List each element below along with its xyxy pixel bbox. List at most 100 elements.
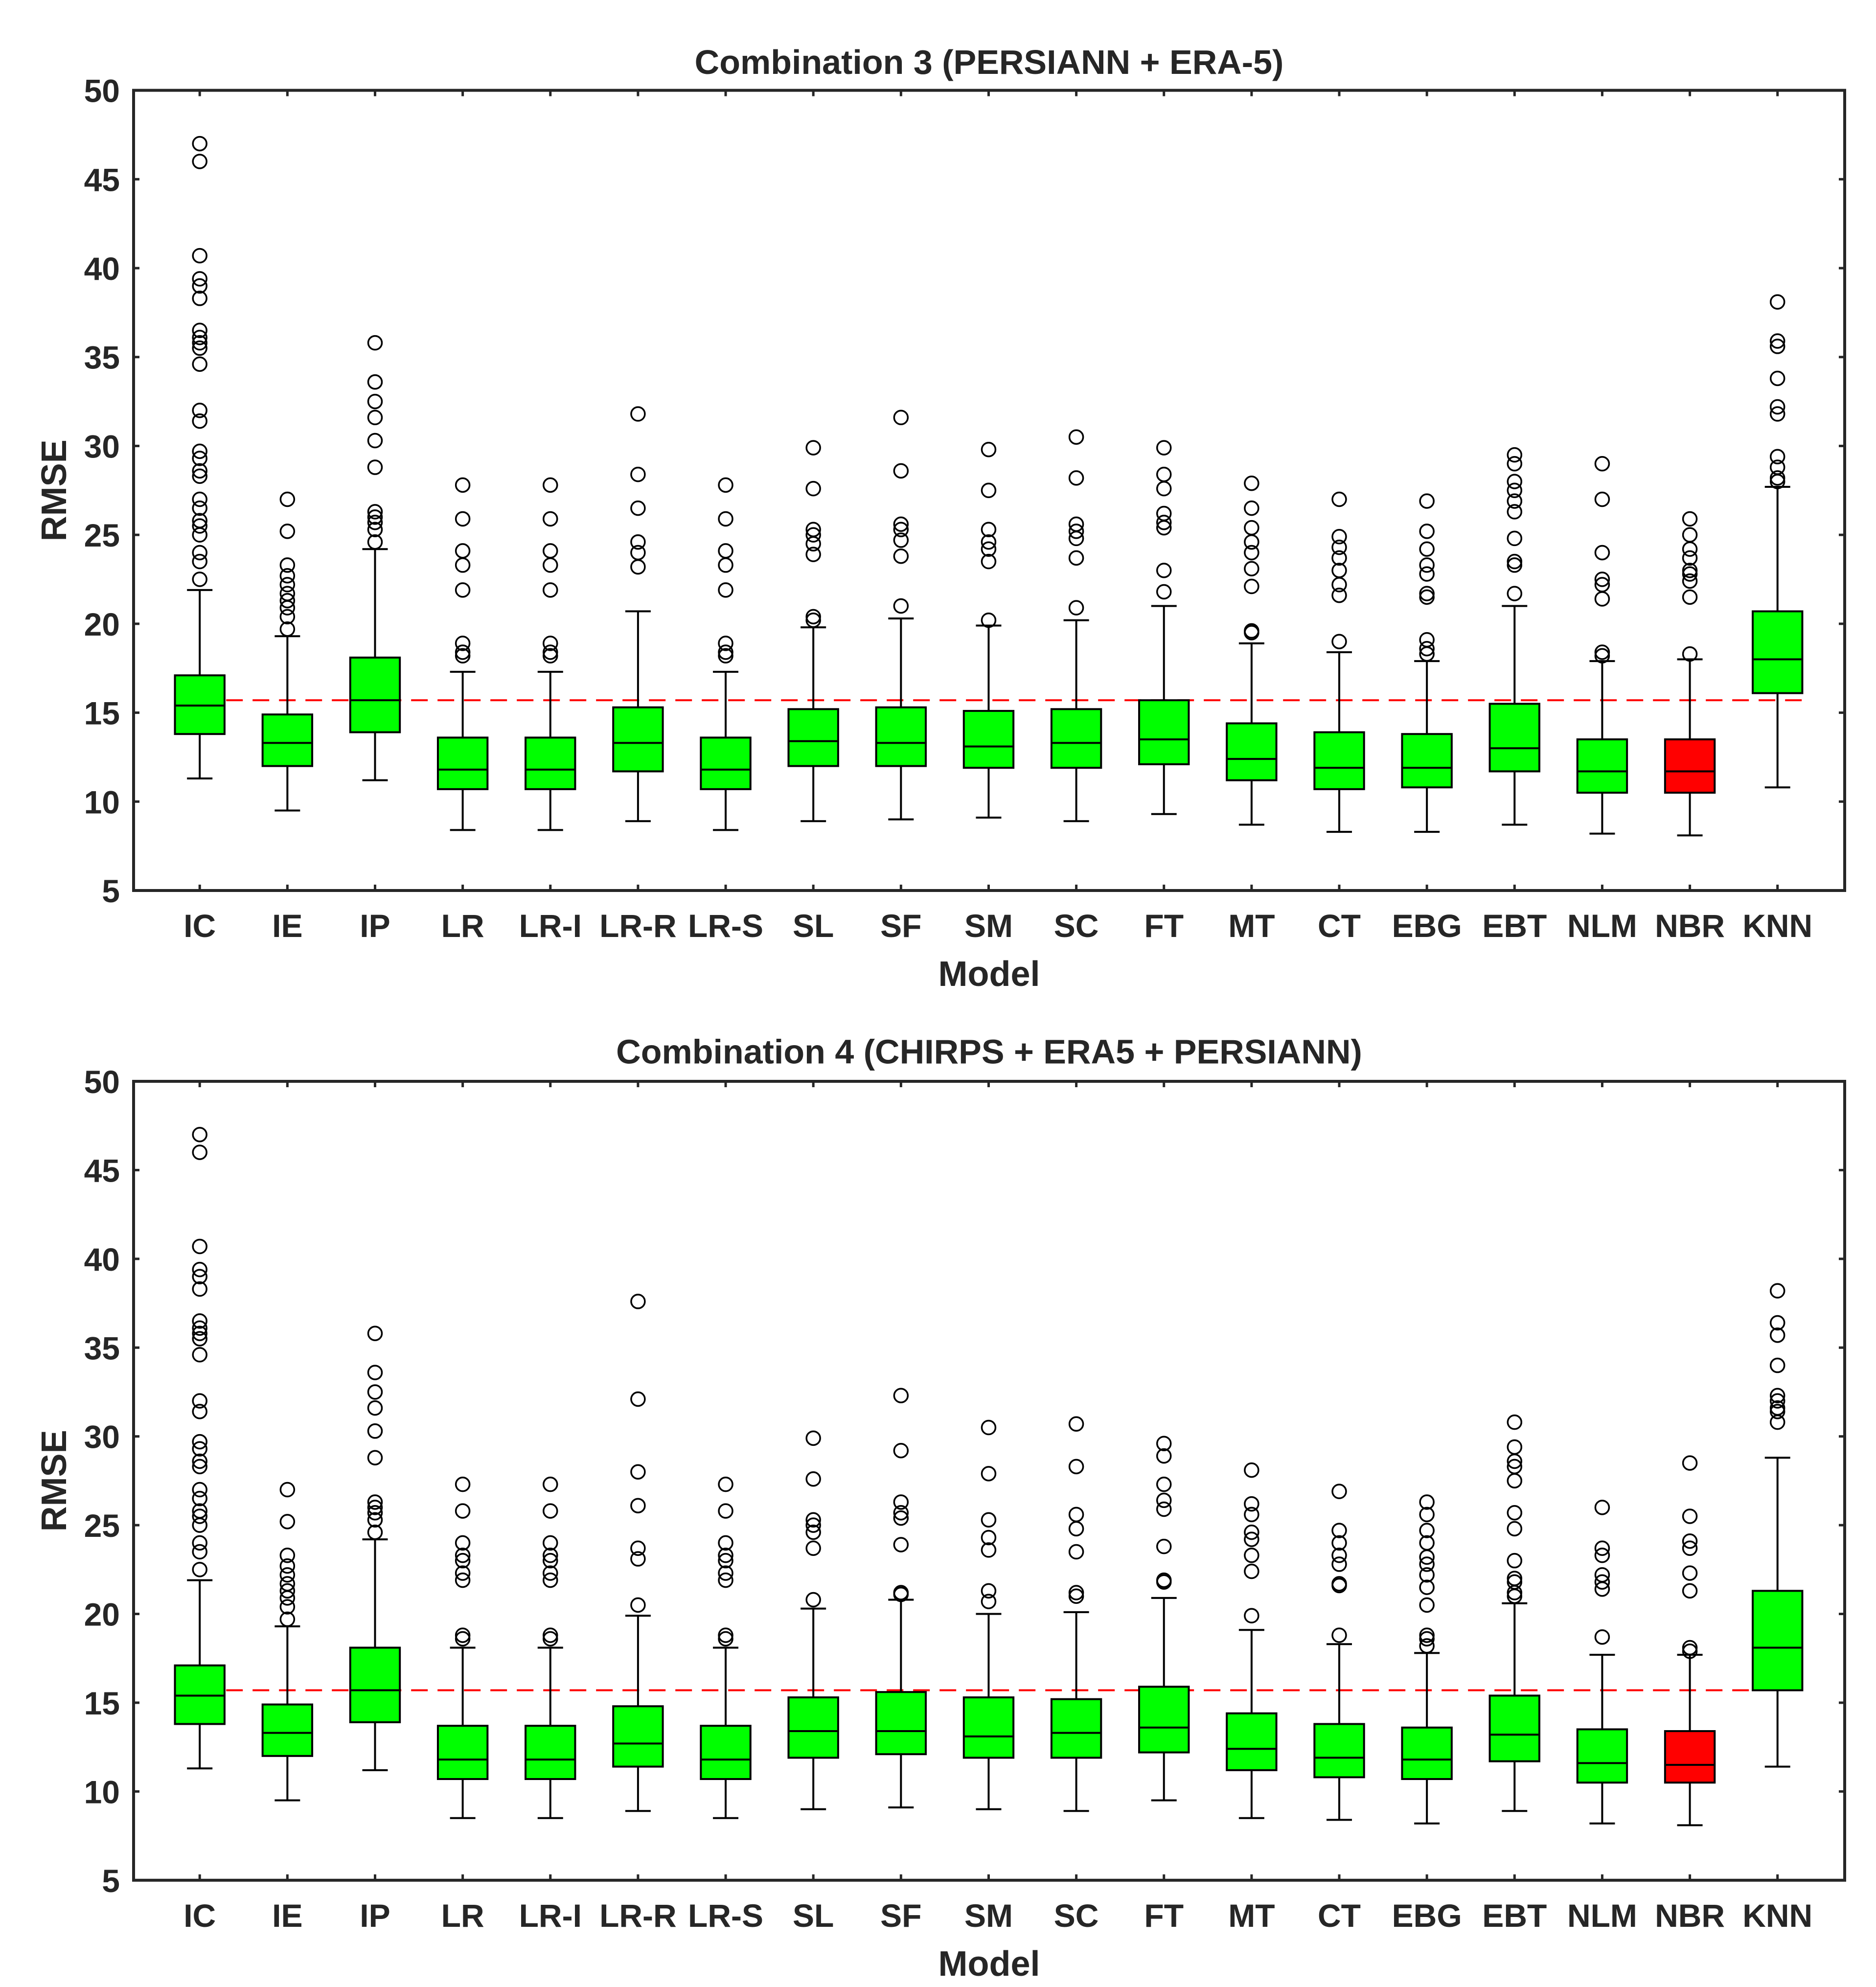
outlier-point <box>1419 1535 1435 1551</box>
box-iqr <box>1576 1728 1628 1784</box>
outlier-point <box>543 1548 558 1563</box>
x-tick-label: CT <box>1318 908 1361 944</box>
outlier-point <box>630 1391 646 1407</box>
outlier-point <box>805 1430 821 1446</box>
chart-title: Combination 3 (PERSIANN + ERA-5) <box>695 43 1284 81</box>
outlier-point <box>1594 1567 1610 1583</box>
outlier-point <box>1419 524 1435 539</box>
outlier-point <box>192 1331 207 1347</box>
box-iqr <box>787 708 839 767</box>
x-tick-label: EBG <box>1392 1897 1462 1934</box>
outlier-point <box>192 468 207 484</box>
outlier-point <box>630 406 646 422</box>
outlier-point <box>1507 504 1523 520</box>
outlier-point <box>1682 527 1698 543</box>
outlier-point <box>981 1542 997 1558</box>
outlier-point <box>981 482 997 499</box>
outlier-point <box>805 1524 821 1540</box>
outlier-point <box>1244 500 1259 516</box>
outlier-point <box>1594 491 1610 507</box>
outlier-point <box>1068 1588 1084 1604</box>
outlier-point <box>1156 440 1172 456</box>
outlier-point <box>192 1313 207 1329</box>
outlier-point <box>192 545 207 561</box>
box-LR-I <box>525 477 576 831</box>
outlier-point <box>1682 1640 1698 1656</box>
box-IE <box>261 491 314 812</box>
outlier-point <box>1156 1436 1172 1451</box>
box-NLM <box>1576 456 1628 835</box>
outlier-point <box>981 553 997 570</box>
outlier-point <box>1594 571 1610 587</box>
outlier-point <box>718 1631 733 1647</box>
box-CT <box>1313 1484 1365 1821</box>
outlier-point <box>279 1558 296 1574</box>
y-tick-label: 10 <box>84 784 120 820</box>
outlier-point <box>192 571 207 587</box>
outlier-point <box>1068 1416 1084 1432</box>
outlier-point <box>1682 573 1698 589</box>
box-iqr <box>1401 733 1453 789</box>
outlier-point <box>1419 1597 1435 1613</box>
outlier-point <box>718 1535 733 1551</box>
outlier-point <box>1068 516 1084 532</box>
y-tick-label: 5 <box>102 873 120 909</box>
y-tick-label: 5 <box>102 1863 120 1899</box>
box-LR-R <box>612 406 664 822</box>
box-iqr <box>700 1725 752 1780</box>
outlier-point <box>192 463 207 479</box>
outlier-point <box>192 1347 207 1363</box>
box-FT <box>1138 440 1190 815</box>
outlier-point <box>367 1494 383 1510</box>
outlier-point <box>1507 553 1523 570</box>
outlier-point <box>279 524 296 539</box>
outlier-point <box>718 543 733 559</box>
outlier-point <box>1769 1393 1785 1409</box>
x-tick-label: LR-I <box>519 1897 582 1934</box>
x-axis-label: Model <box>938 955 1040 994</box>
outlier-point <box>367 1524 383 1540</box>
outlier-point <box>192 1441 207 1457</box>
box-iqr <box>612 1705 664 1768</box>
outlier-point <box>455 543 471 559</box>
box-IP <box>349 335 401 781</box>
outlier-point <box>718 477 733 493</box>
outlier-point <box>1068 429 1084 445</box>
outlier-point <box>1594 1500 1610 1515</box>
x-tick-label: FT <box>1144 908 1184 944</box>
outlier-point <box>1419 586 1435 601</box>
outlier-point <box>1682 1508 1698 1524</box>
outlier-point <box>1331 587 1347 603</box>
outlier-point <box>805 527 821 543</box>
outlier-point <box>1594 456 1610 472</box>
y-tick-label: 20 <box>84 1597 120 1633</box>
outlier-point <box>192 1261 207 1278</box>
outlier-point <box>981 441 997 457</box>
outlier-point <box>1244 1531 1259 1547</box>
outlier-point <box>192 1434 207 1450</box>
box-iqr <box>1050 708 1102 769</box>
outlier-point <box>455 1535 471 1551</box>
outlier-point <box>1244 578 1259 594</box>
outlier-point <box>1682 566 1698 582</box>
outlier-point <box>1331 634 1347 649</box>
outlier-point <box>718 636 733 651</box>
x-tick-label: LR-S <box>688 908 763 944</box>
outlier-point <box>279 1514 296 1530</box>
outlier-point <box>1507 1414 1523 1430</box>
x-tick-label: LR-R <box>599 1897 677 1934</box>
outlier-point <box>1419 1627 1435 1643</box>
box-iqr <box>1664 738 1716 794</box>
outlier-point <box>1769 1404 1785 1419</box>
outlier-point <box>543 1627 558 1643</box>
x-tick-label: LR <box>441 908 484 944</box>
y-tick-label: 15 <box>84 695 120 731</box>
outlier-point <box>805 1540 821 1556</box>
box-IC <box>174 136 226 780</box>
outlier-point <box>367 1500 383 1515</box>
outlier-point <box>1594 644 1610 660</box>
outlier-point <box>1769 339 1785 354</box>
outlier-point <box>1068 600 1084 616</box>
outlier-point <box>192 356 207 372</box>
box-iqr <box>525 1725 576 1780</box>
